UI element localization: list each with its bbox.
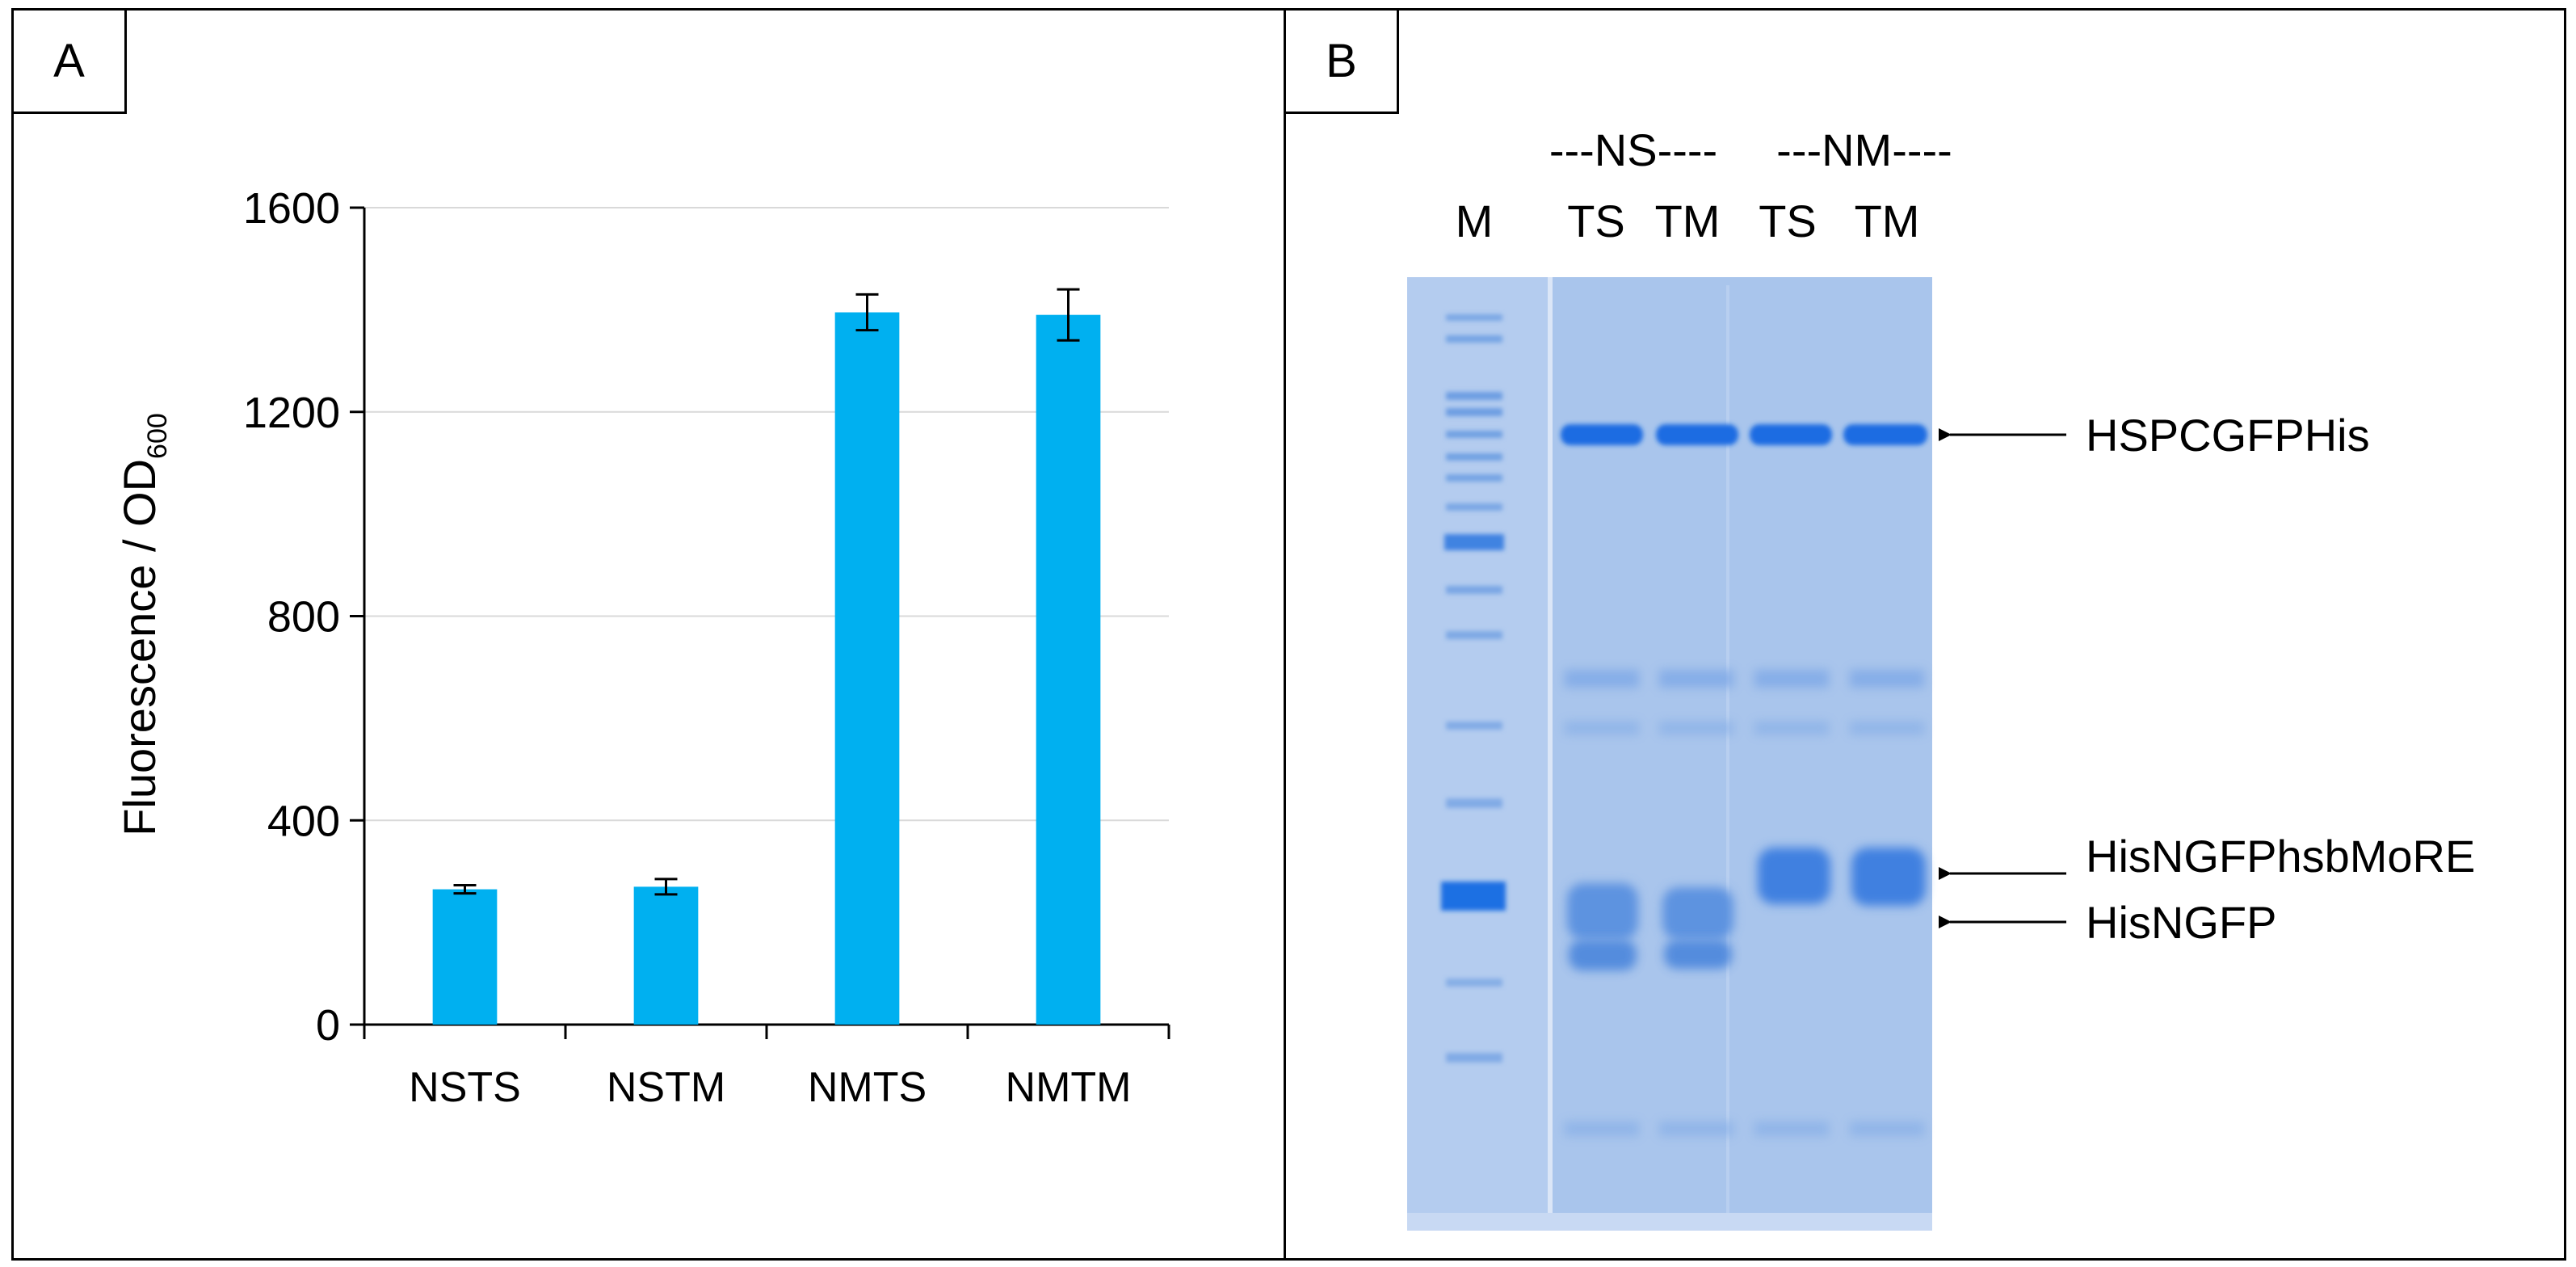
x-category-label: NMTM <box>1006 1064 1132 1111</box>
gel-band-faint <box>1754 670 1829 688</box>
ladder-band <box>1446 453 1502 461</box>
gel-band-faint <box>1659 670 1733 688</box>
ladder-band <box>1446 408 1502 416</box>
lane-label-ns-ts: TS <box>1567 196 1625 246</box>
y-tick-label: 1200 <box>243 389 340 437</box>
gel-band-hisngfp <box>1567 883 1638 940</box>
gel-band-faint <box>1659 1122 1733 1136</box>
gel-band-hisngfphsbmore <box>1851 848 1926 906</box>
chart-grid <box>364 207 1169 822</box>
panel-b: B ---NS---- ---NM---- M TS TM TS TM <box>1284 8 2566 1261</box>
ladder-band <box>1446 979 1502 987</box>
lane-label-ns-tm: TM <box>1655 196 1721 246</box>
y-tick-label: 800 <box>267 593 340 642</box>
gel-band-hisngfphsbmore <box>1758 848 1830 904</box>
ladder-band <box>1446 335 1502 343</box>
y-axis-title-subscript: 600 <box>142 413 173 459</box>
group-label-ns: ---NS---- <box>1549 124 1717 175</box>
panel-b-label: B <box>1286 11 1399 114</box>
gel-figure: ---NS---- ---NM---- M TS TM TS TM <box>1407 124 2475 1231</box>
gel-band-hspcgfphis <box>1561 424 1643 445</box>
gel-bottom-edge <box>1407 1213 1932 1231</box>
gel-band-hspcgfphis <box>1656 424 1738 445</box>
x-category-label: NSTS <box>409 1064 521 1111</box>
band-label-hspcgfphis: HSPCGFPHis <box>2086 410 2370 461</box>
ladder-band <box>1446 392 1502 400</box>
ladder-band <box>1446 722 1502 730</box>
hspcgfphis-bands <box>1561 424 1927 445</box>
hisngfp-bands <box>1567 883 1733 940</box>
bar-nsts <box>432 889 498 1025</box>
gel-lane-divider <box>1726 285 1729 1223</box>
panel-a-label: A <box>14 11 127 114</box>
ladder-band <box>1446 798 1502 808</box>
gel-band-faint <box>1565 670 1639 688</box>
gel-band-faint <box>1850 722 1924 735</box>
bar-chart: 0 400 800 1200 1600 NSTS NSTM NMTS NMTM Fluoresc… <box>114 184 1170 1111</box>
lane-label-nm-tm: TM <box>1855 196 1920 246</box>
gel-band-faint <box>1565 1122 1639 1136</box>
gel-band-faint <box>1659 722 1733 735</box>
ladder-band <box>1444 534 1504 550</box>
lane-label-nm-ts: TS <box>1759 196 1817 246</box>
chart-axes <box>350 206 1170 1039</box>
y-tick-label: 1600 <box>243 184 340 233</box>
gel-lane-divider <box>1548 277 1553 1231</box>
ladder-band <box>1446 314 1502 321</box>
ladder-band <box>1446 586 1502 594</box>
y-tick-label: 0 <box>316 1001 340 1050</box>
hisngfp-smear <box>1569 940 1732 970</box>
gel-band-faint <box>1850 1122 1924 1136</box>
ladder-band <box>1446 1053 1502 1063</box>
gel-band-hisngfp <box>1662 887 1733 940</box>
y-axis-title: Fluorescence / OD600 <box>114 413 173 836</box>
y-axis-title-main: Fluorescence / OD <box>114 459 165 836</box>
gel-band-faint <box>1754 1122 1829 1136</box>
group-label-nm: ---NM---- <box>1776 124 1952 175</box>
ladder-band <box>1446 431 1502 438</box>
marker-ladder <box>1441 314 1506 1063</box>
gel-band-hisngfp-lower <box>1664 940 1732 969</box>
ladder-band <box>1446 631 1502 639</box>
y-tick-label: 400 <box>267 797 340 845</box>
gel-band-hisngfp-lower <box>1569 940 1637 970</box>
bar-nmtm <box>1036 314 1101 1025</box>
ladder-band <box>1441 882 1506 911</box>
band-label-hisngfp: HisNGFP <box>2086 897 2276 948</box>
gel-band-hspcgfphis <box>1750 424 1832 445</box>
chart-bars <box>432 288 1101 1025</box>
x-category-label: NSTM <box>607 1064 725 1111</box>
gel-band-hspcgfphis <box>1843 424 1927 445</box>
ladder-band <box>1446 474 1502 482</box>
bar-nmts <box>834 312 900 1025</box>
gel-image <box>1407 277 1932 1231</box>
bar-nstm <box>633 886 699 1025</box>
gel-marker-strip <box>1407 277 1549 1231</box>
chart-labels: 0 400 800 1200 1600 NSTS NSTM NMTS NMTM <box>243 184 1132 1111</box>
gel-band-faint <box>1850 670 1924 688</box>
band-label-hisngfphsbmore: HisNGFPhsbMoRE <box>2086 831 2475 882</box>
ladder-band <box>1446 503 1502 511</box>
gel-band-faint <box>1754 722 1829 735</box>
panel-a: A 0 400 800 1200 1600 NSTS NSTM NMTS NMTM Fluore… <box>11 8 1286 1261</box>
x-category-label: NMTS <box>808 1064 927 1111</box>
hisngfphsbmore-bands <box>1758 848 1926 906</box>
faint-bands <box>1565 670 1924 1136</box>
lane-label-marker: M <box>1456 196 1494 246</box>
gel-band-faint <box>1565 722 1639 735</box>
